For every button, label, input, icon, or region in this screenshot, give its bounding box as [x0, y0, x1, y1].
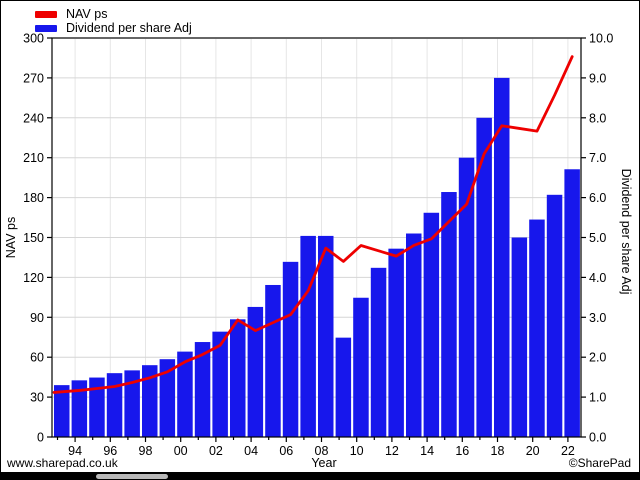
right-axis-tick-label: 9.0	[589, 71, 606, 85]
right-axis-tick-label: 6.0	[589, 191, 606, 205]
dividend-bar	[353, 297, 369, 437]
legend-item-dividend: Dividend per share Adj	[35, 21, 192, 35]
x-axis: 94 96 98 00 02 04 06 08 10 12 14 16 18 20 22	[56, 437, 575, 458]
x-axis-tick-label: 10	[350, 444, 364, 458]
left-axis-tick-label: 180	[23, 191, 44, 205]
left-axis-tick-label: 0	[37, 431, 44, 445]
x-axis-tick-label: 20	[526, 444, 540, 458]
left-axis-tick-label: 270	[23, 71, 44, 85]
dividend-bar	[370, 267, 387, 437]
left-axis-tick-label: 210	[23, 151, 44, 165]
left-axis: 0 30 60 90 120 150 180 210 240 270 300	[23, 32, 52, 445]
dividend-bar	[476, 117, 492, 437]
left-axis-tick-label: 150	[23, 231, 44, 245]
x-axis-tick-label: 08	[315, 444, 329, 458]
dividend-bar	[406, 233, 422, 437]
nav-line-swatch-icon	[35, 10, 57, 18]
left-axis-tick-label: 120	[23, 271, 44, 285]
dividend-bar	[300, 235, 316, 437]
dividend-bar	[106, 373, 123, 437]
right-axis-tick-label: 2.0	[589, 351, 606, 365]
x-axis-tick-label: 18	[491, 444, 505, 458]
left-axis-title: NAV ps	[4, 217, 18, 258]
dividend-bar	[494, 77, 510, 437]
dividend-bar	[282, 261, 299, 437]
left-axis-tick-label: 240	[23, 111, 44, 125]
sharepad-url-text: www.sharepad.co.uk	[7, 456, 118, 470]
left-axis-tick-label: 300	[23, 32, 44, 46]
right-axis: 0.0 1.0 2.0 3.0 4.0 5.0 6.0 7.0 8.0 9.0 10.0	[581, 32, 613, 445]
dividend-bar	[423, 212, 440, 437]
dividend-bar-swatch-icon	[35, 24, 57, 32]
chart-legend: NAV ps Dividend per share Adj	[35, 7, 192, 35]
dividend-bar	[441, 192, 457, 437]
x-axis-tick-label: 06	[279, 444, 293, 458]
right-axis-title: Dividend per share Adj	[619, 169, 633, 295]
x-axis-tick-label: 96	[103, 444, 117, 458]
x-axis-tick-label: 02	[209, 444, 223, 458]
dividend-bar	[230, 319, 246, 437]
left-axis-tick-label: 30	[30, 391, 44, 405]
x-axis-title: Year	[311, 456, 337, 470]
legend-item-nav: NAV ps	[35, 7, 192, 21]
x-axis-tick-label: 94	[68, 444, 82, 458]
left-axis-tick-label: 90	[30, 311, 44, 325]
right-axis-tick-label: 8.0	[589, 111, 606, 125]
scrollbar-handle[interactable]	[96, 474, 168, 479]
right-axis-tick-label: 1.0	[589, 391, 606, 405]
dividend-bar	[89, 377, 105, 437]
x-axis-tick-label: 98	[139, 444, 153, 458]
dividend-bar	[54, 385, 70, 437]
right-axis-tick-label: 3.0	[589, 311, 606, 325]
sharepad-copyright-text: ©SharePad	[568, 456, 631, 470]
dividend-bar	[388, 248, 404, 437]
dividend-bar	[564, 169, 580, 437]
dividend-bar	[265, 284, 281, 437]
right-axis-tick-label: 4.0	[589, 271, 606, 285]
dividend-bar	[212, 331, 228, 437]
x-axis-tick-label: 16	[455, 444, 469, 458]
nav-line	[52, 55, 574, 394]
x-axis-tick-label: 14	[420, 444, 434, 458]
dividend-bars	[54, 77, 580, 437]
y-gridlines	[53, 77, 580, 398]
dividend-bar	[546, 194, 563, 437]
right-axis-tick-label: 0.0	[589, 431, 606, 445]
dividend-bar	[142, 365, 158, 437]
legend-label-dividend: Dividend per share Adj	[66, 21, 192, 35]
legend-label-nav: NAV ps	[66, 7, 108, 21]
left-axis-tick-label: 60	[30, 351, 44, 365]
dividend-bar	[194, 342, 211, 437]
right-axis-tick-label: 5.0	[589, 231, 606, 245]
x-axis-tick-label: 12	[385, 444, 399, 458]
dividend-bar	[247, 306, 264, 437]
x-axis-tick-label: 22	[561, 444, 575, 458]
dividend-bar	[335, 337, 352, 437]
right-axis-tick-label: 10.0	[589, 32, 613, 46]
dividend-bar	[71, 380, 88, 437]
dividend-bar	[318, 235, 334, 437]
dividend-bar	[177, 351, 193, 437]
right-axis-tick-label: 7.0	[589, 151, 606, 165]
dividend-bar	[529, 219, 545, 437]
dividend-bar	[124, 370, 140, 437]
dividend-bar	[511, 237, 528, 437]
dividend-bar	[159, 359, 176, 437]
x-axis-tick-label: 04	[244, 444, 258, 458]
window-bottom-strip	[1, 472, 639, 479]
dividend-bar	[458, 157, 475, 437]
x-axis-tick-label: 00	[174, 444, 188, 458]
